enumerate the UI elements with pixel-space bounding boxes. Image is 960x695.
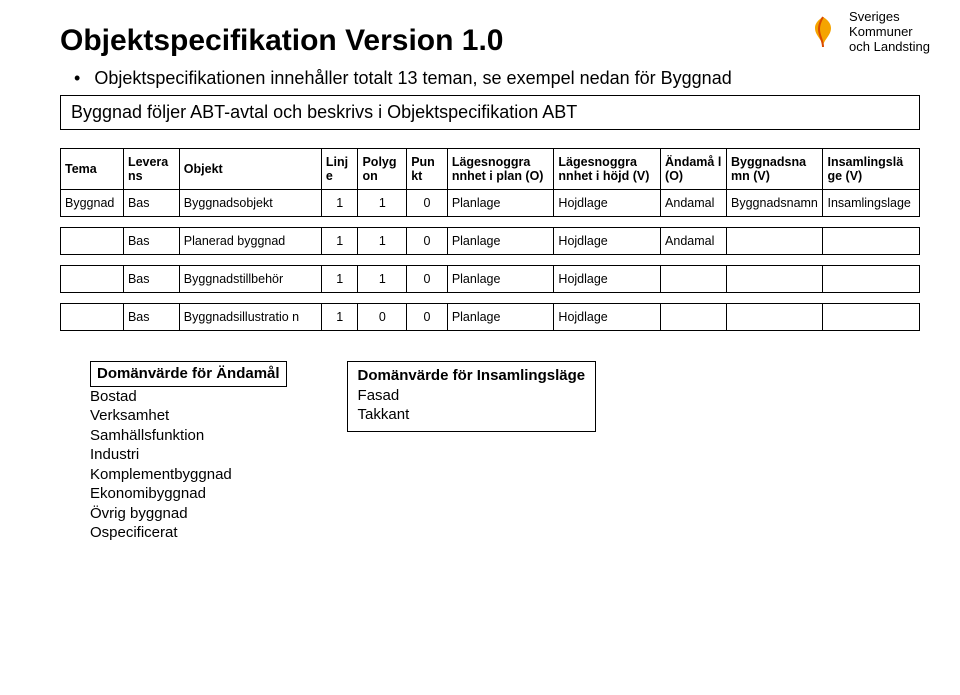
cell: 0 [407, 228, 448, 255]
col-tema: Tema [61, 149, 124, 190]
spec-table: Tema Levera ns Objekt Linj e Polyg on Pu… [60, 148, 920, 217]
cell: Planerad byggnad [179, 228, 321, 255]
list-item: Fasad [358, 386, 586, 406]
cell [61, 266, 124, 293]
cell: Hojdlage [554, 304, 661, 331]
spec-table-3: Bas Byggnadstillbehör 1 1 0 Planlage Hoj… [60, 265, 920, 293]
cell [823, 266, 920, 293]
col-plan: Lägesnoggra nnhet i plan (O) [447, 149, 554, 190]
table-row: Byggnad Bas Byggnadsobjekt 1 1 0 Planlag… [61, 190, 920, 217]
cell: Hojdlage [554, 266, 661, 293]
brand-line3: och Landsting [849, 40, 930, 55]
bullet-line: • Objektspecifikationen innehåller total… [74, 68, 920, 89]
list-item: Industri [90, 445, 287, 465]
page-title: Objektspecifikation Version 1.0 [60, 24, 920, 58]
table-row: Bas Byggnadsillustratio n 1 0 0 Planlage… [61, 304, 920, 331]
list-item: Takkant [358, 405, 586, 425]
cell: 1 [358, 266, 407, 293]
bullet-icon: • [74, 69, 80, 87]
col-polyg: Polyg on [358, 149, 407, 190]
cell: 0 [407, 304, 448, 331]
brand-line2: Kommuner [849, 25, 930, 40]
cell: Byggnadstillbehör [179, 266, 321, 293]
cell: Bas [123, 304, 179, 331]
spec-table-4: Bas Byggnadsillustratio n 1 0 0 Planlage… [60, 303, 920, 331]
list-item: Komplementbyggnad [90, 465, 287, 485]
cell: 0 [358, 304, 407, 331]
domain-andamal-box: Domänvärde för Ändamål Bostad Verksamhet… [90, 361, 287, 543]
col-andam: Ändamå l (O) [661, 149, 727, 190]
cell: Bas [123, 266, 179, 293]
cell [727, 266, 823, 293]
cell: 0 [407, 190, 448, 217]
cell: 1 [321, 228, 358, 255]
cell: Hojdlage [554, 228, 661, 255]
cell [61, 228, 124, 255]
cell: Bas [123, 228, 179, 255]
cell [823, 228, 920, 255]
description-text: Byggnad följer ABT-avtal och beskrivs i … [71, 102, 577, 122]
table-row: Bas Planerad byggnad 1 1 0 Planlage Hojd… [61, 228, 920, 255]
cell: 1 [321, 190, 358, 217]
col-insam: Insamlingslä ge (V) [823, 149, 920, 190]
description-box: Byggnad följer ABT-avtal och beskrivs i … [60, 95, 920, 130]
cell: Byggnadsnamn [727, 190, 823, 217]
domain-insamling-box: Domänvärde för Insamlingsläge Fasad Takk… [347, 361, 597, 432]
list-item: Samhällsfunktion [90, 426, 287, 446]
domain-andamal-title: Domänvärde för Ändamål [90, 361, 287, 387]
cell [727, 228, 823, 255]
domain-andamal-list: Bostad Verksamhet Samhällsfunktion Indus… [90, 387, 287, 543]
cell: 1 [358, 228, 407, 255]
list-item: Ospecificerat [90, 523, 287, 543]
col-namn: Byggnadsna mn (V) [727, 149, 823, 190]
col-punkt: Pun kt [407, 149, 448, 190]
cell: Insamlingslage [823, 190, 920, 217]
domain-insamling-title: Domänvärde för Insamlingsläge [358, 366, 586, 386]
cell: 0 [407, 266, 448, 293]
cell [727, 304, 823, 331]
cell: Andamal [661, 190, 727, 217]
table-row: Bas Byggnadstillbehör 1 1 0 Planlage Hoj… [61, 266, 920, 293]
cell [661, 266, 727, 293]
cell: 1 [321, 304, 358, 331]
bullet-text: Objektspecifikationen innehåller totalt … [94, 68, 731, 89]
list-item: Ekonomibyggnad [90, 484, 287, 504]
list-item: Bostad [90, 387, 287, 407]
cell: Byggnad [61, 190, 124, 217]
cell: Andamal [661, 228, 727, 255]
cell: Bas [123, 190, 179, 217]
table-header-row: Tema Levera ns Objekt Linj e Polyg on Pu… [61, 149, 920, 190]
cell: Planlage [447, 228, 554, 255]
skl-icon [805, 14, 841, 50]
cell: 1 [358, 190, 407, 217]
brand-line1: Sveriges [849, 10, 930, 25]
cell: Planlage [447, 266, 554, 293]
col-objekt: Objekt [179, 149, 321, 190]
list-item: Verksamhet [90, 406, 287, 426]
list-item: Övrig byggnad [90, 504, 287, 524]
spec-table-2: Bas Planerad byggnad 1 1 0 Planlage Hojd… [60, 227, 920, 255]
cell: Byggnadsobjekt [179, 190, 321, 217]
cell [61, 304, 124, 331]
cell: Hojdlage [554, 190, 661, 217]
cell: Planlage [447, 304, 554, 331]
cell: Planlage [447, 190, 554, 217]
col-levera: Levera ns [123, 149, 179, 190]
domain-insamling-list: Fasad Takkant [358, 386, 586, 425]
cell: Byggnadsillustratio n [179, 304, 321, 331]
col-linje: Linj e [321, 149, 358, 190]
col-hojd: Lägesnoggra nnhet i höjd (V) [554, 149, 661, 190]
cell: 1 [321, 266, 358, 293]
cell [823, 304, 920, 331]
brand-logo: Sveriges Kommuner och Landsting [805, 10, 930, 55]
cell [661, 304, 727, 331]
